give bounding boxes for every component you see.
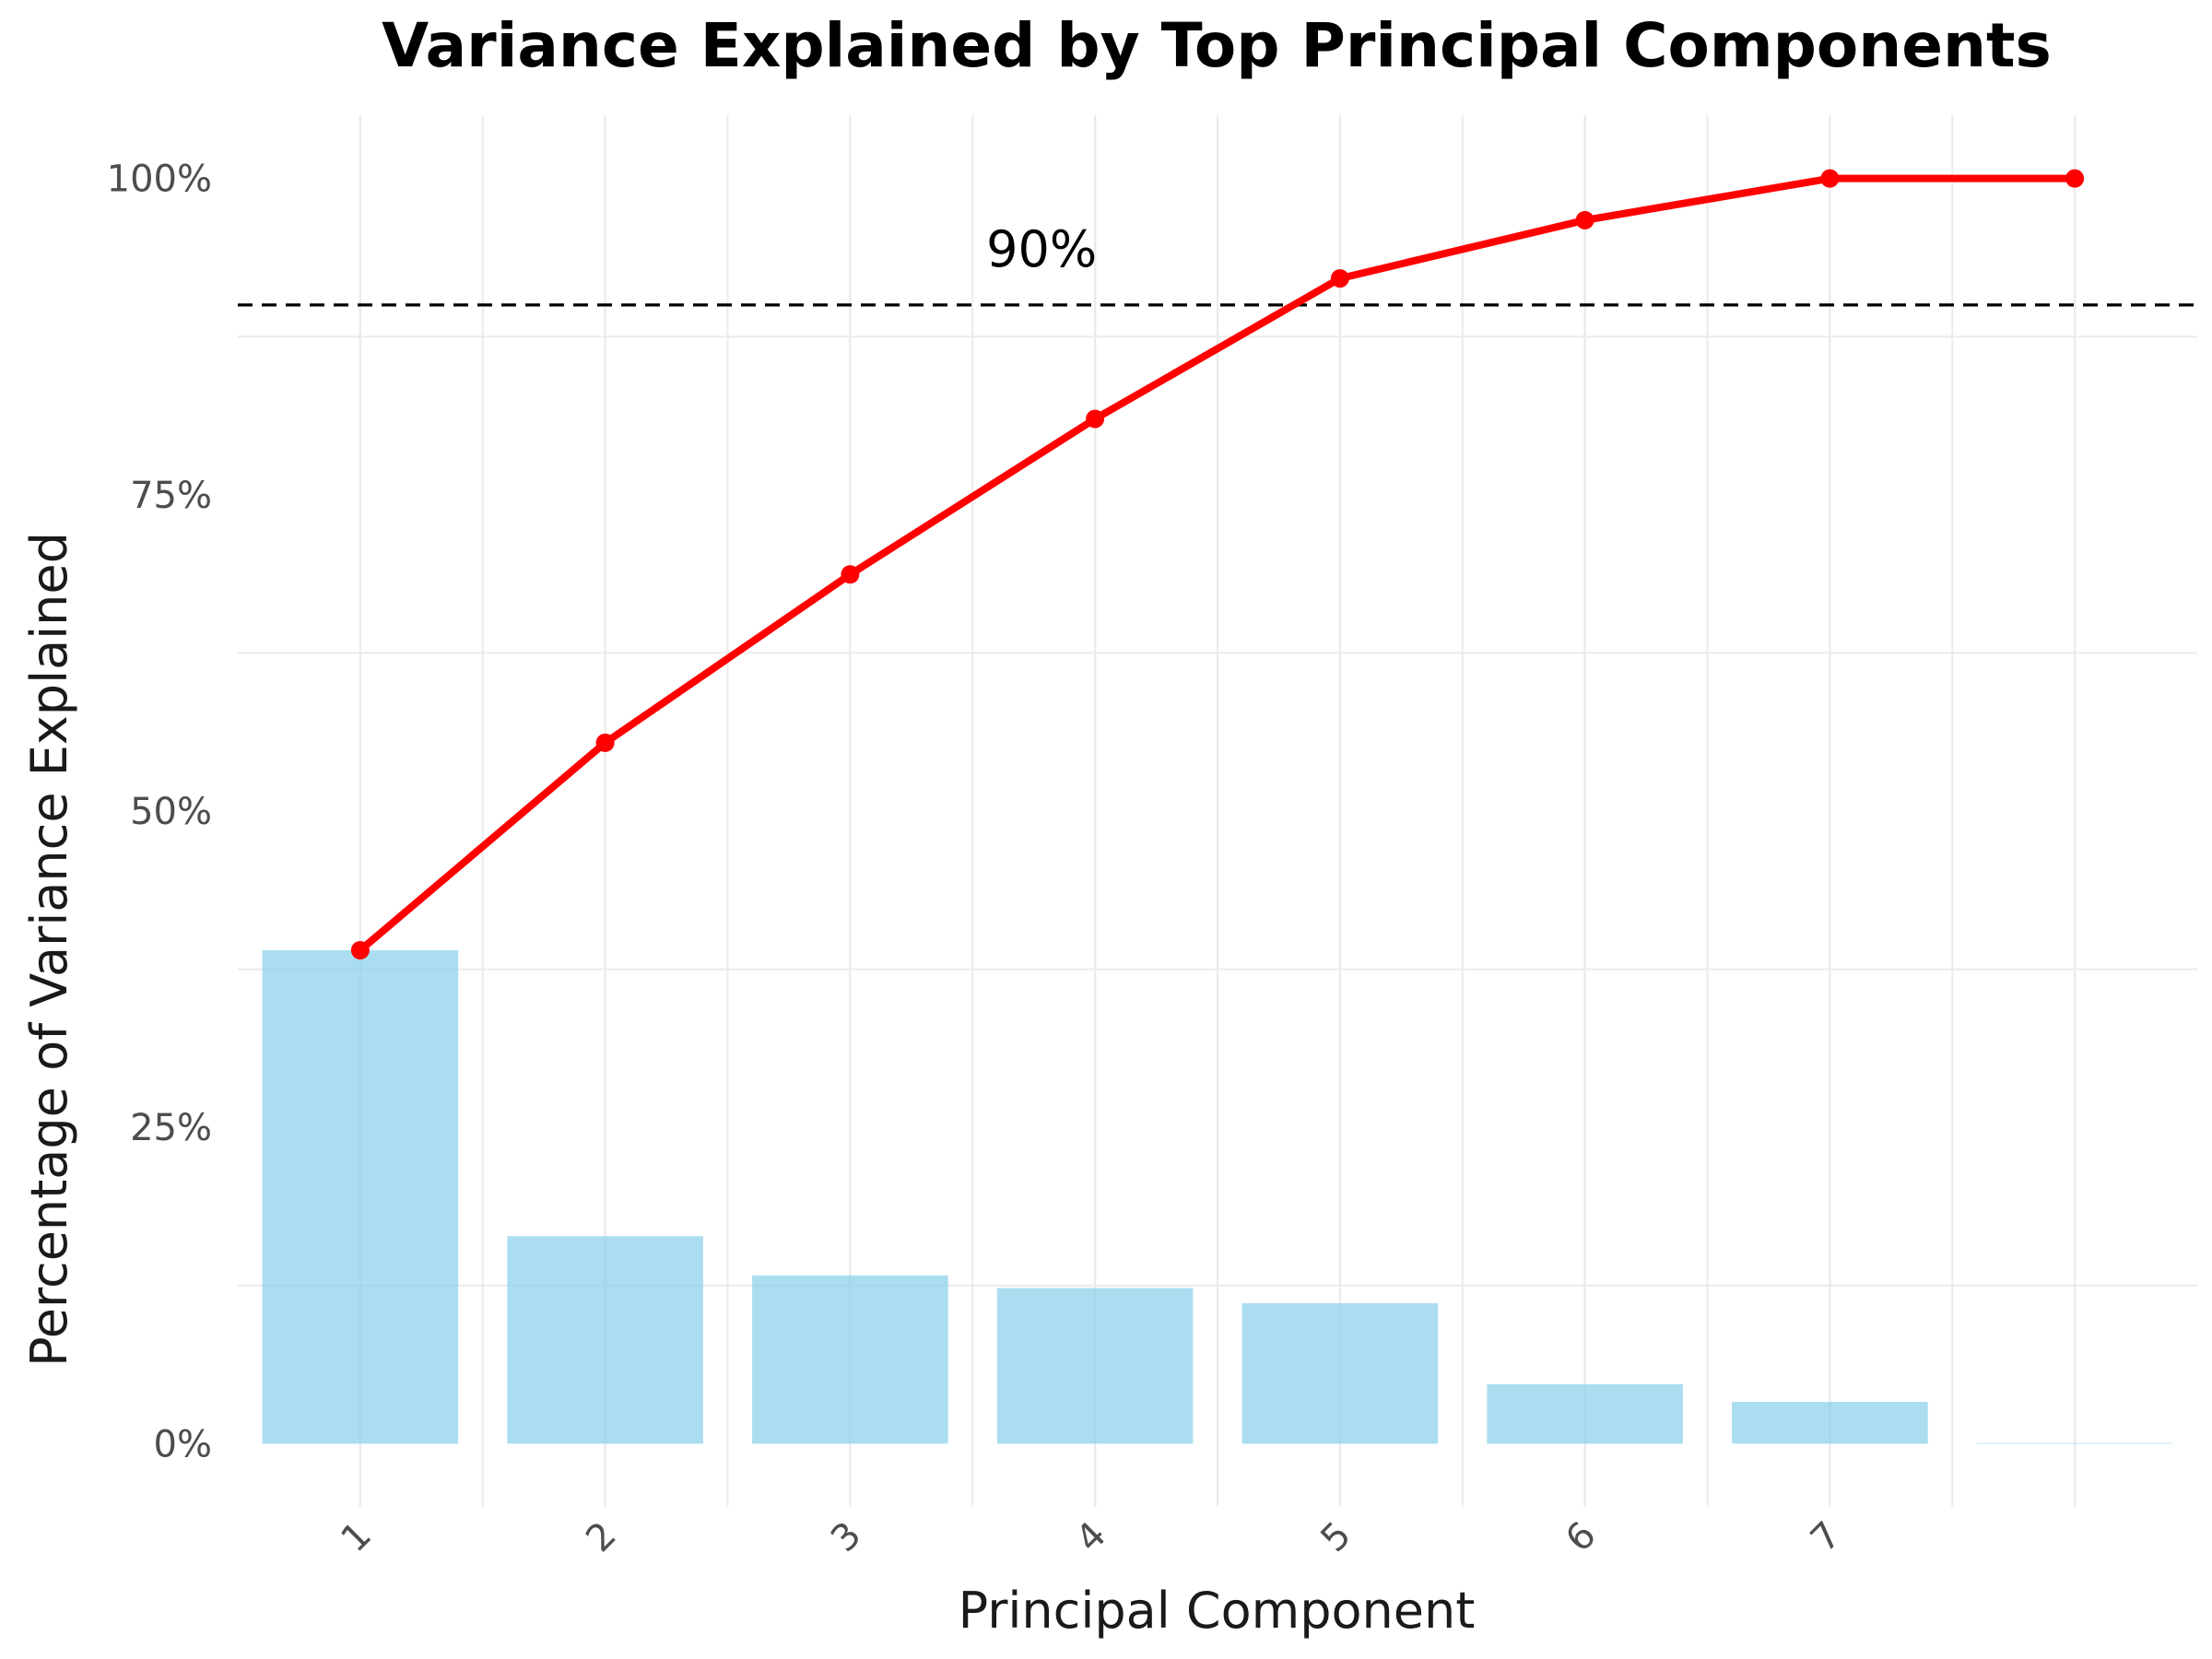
grid xyxy=(238,115,2197,1507)
threshold-group: 90% xyxy=(238,220,2197,307)
bar xyxy=(996,1288,1194,1444)
cumulative-point xyxy=(841,565,860,584)
cumulative-point xyxy=(1575,210,1594,229)
bar xyxy=(262,950,459,1444)
cumulative-point xyxy=(1086,409,1105,429)
x-axis-title: Principal Component xyxy=(959,1582,1476,1640)
y-tick-label: 0% xyxy=(154,1423,212,1465)
cumulative-point xyxy=(350,941,370,959)
bar xyxy=(1732,1402,1928,1444)
chart-title: Variance Explained by Top Principal Comp… xyxy=(382,10,2052,81)
y-tick-label: 75% xyxy=(130,475,212,517)
cumulative-point xyxy=(595,733,615,752)
y-tick-label: 25% xyxy=(130,1107,212,1149)
cumulative-point xyxy=(1820,169,1840,188)
bar xyxy=(752,1275,948,1444)
bar xyxy=(1241,1302,1439,1444)
y-tick-label: 100% xyxy=(107,159,212,201)
bar xyxy=(1487,1383,1683,1444)
cumulative-line-group xyxy=(350,169,2085,959)
bars xyxy=(262,950,2173,1444)
y-tick-label: 50% xyxy=(130,791,212,833)
cumulative-point xyxy=(1330,269,1349,288)
threshold-label: 90% xyxy=(986,220,1097,278)
bar xyxy=(507,1236,703,1444)
bar xyxy=(1976,1442,2173,1444)
y-axis-title: Percentage of Variance Explained xyxy=(20,532,78,1367)
cumulative-line xyxy=(356,174,2079,954)
y-tick-labels: 0% 25% 50% 75% 100% xyxy=(107,159,212,1466)
cumulative-point xyxy=(2065,169,2085,188)
